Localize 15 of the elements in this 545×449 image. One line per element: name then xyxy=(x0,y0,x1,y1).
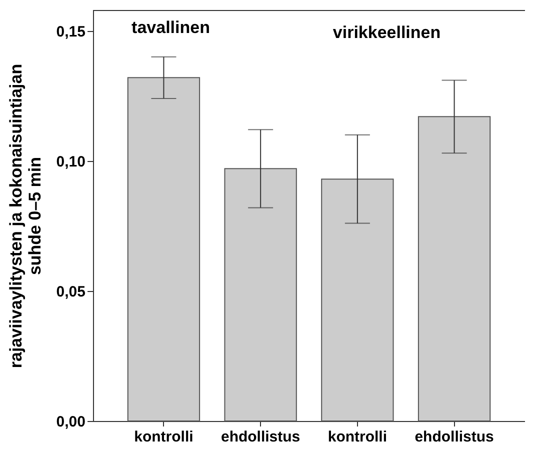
y-tick-label: 0,00 xyxy=(56,414,86,430)
annotation: tavallinen xyxy=(132,18,210,37)
y-tick-label: 0,10 xyxy=(56,153,86,170)
y-tick-label: 0,05 xyxy=(56,283,86,300)
bar xyxy=(321,178,394,422)
bar xyxy=(224,168,297,422)
x-tick-label: ehdollistus xyxy=(220,428,300,446)
y-tick-label: 0,15 xyxy=(56,23,86,40)
x-tick-label: ehdollistus xyxy=(414,428,494,446)
x-tick-label: kontrolli xyxy=(328,428,388,446)
bar xyxy=(127,77,200,422)
annotation: virikkeellinen xyxy=(332,23,441,42)
y-axis-title: rajaviivaylitysten ja kokonaisuintiajan suhde 0–5 min xyxy=(6,64,44,368)
bar xyxy=(418,116,491,422)
x-tick-label: kontrolli xyxy=(134,428,194,446)
